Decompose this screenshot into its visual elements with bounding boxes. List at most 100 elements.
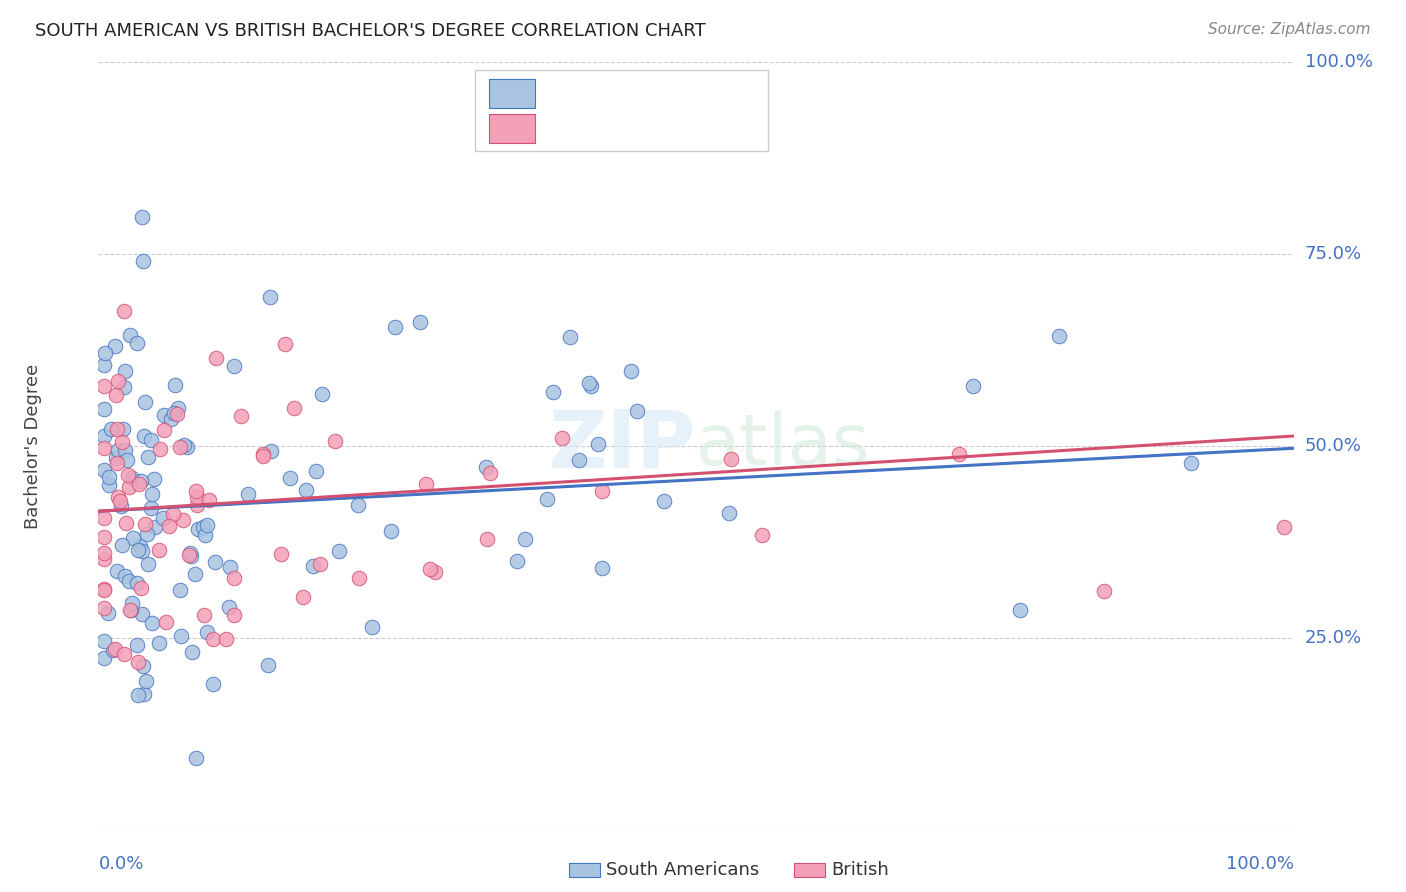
Point — [260, 443, 283, 458]
Point — [93, 582, 115, 596]
Point — [134, 429, 156, 443]
Point — [127, 656, 149, 670]
Text: 70: 70 — [702, 120, 724, 137]
Point — [135, 526, 157, 541]
Point — [169, 440, 191, 454]
Text: N =: N = — [654, 85, 695, 103]
Point — [361, 620, 384, 634]
Point — [93, 600, 115, 615]
Text: SOUTH AMERICAN VS BRITISH BACHELOR'S DEGREE CORRELATION CHART: SOUTH AMERICAN VS BRITISH BACHELOR'S DEG… — [35, 22, 706, 40]
Point — [176, 440, 198, 454]
Point — [186, 490, 208, 504]
Point — [153, 408, 176, 422]
Point — [107, 443, 129, 458]
Text: Source: ZipAtlas.com: Source: ZipAtlas.com — [1208, 22, 1371, 37]
Point — [1008, 603, 1031, 617]
Point — [115, 452, 138, 467]
Point — [218, 600, 240, 615]
Text: 25.0%: 25.0% — [1305, 629, 1362, 647]
Text: South Americans: South Americans — [606, 861, 759, 879]
Text: 116: 116 — [702, 85, 737, 103]
Text: N =: N = — [654, 120, 695, 137]
Text: 75.0%: 75.0% — [1305, 245, 1362, 263]
Text: Bachelor's Degree: Bachelor's Degree — [24, 363, 42, 529]
Point — [117, 468, 139, 483]
Point — [93, 582, 115, 597]
Point — [173, 438, 195, 452]
Point — [141, 433, 163, 447]
Point — [165, 378, 187, 392]
Point — [558, 330, 581, 344]
Point — [125, 336, 148, 351]
Point — [141, 615, 163, 630]
Point — [163, 406, 186, 420]
Point — [131, 544, 153, 558]
Point — [132, 659, 155, 673]
Point — [98, 470, 121, 484]
Point — [105, 388, 128, 402]
Point — [155, 615, 177, 629]
Point — [194, 528, 217, 542]
Point — [304, 464, 326, 478]
Point — [280, 470, 302, 484]
Point — [121, 470, 143, 484]
Point — [136, 450, 159, 464]
Point — [193, 607, 215, 622]
Point — [131, 581, 153, 595]
Point — [112, 647, 135, 661]
Point — [125, 638, 148, 652]
Point — [259, 290, 281, 304]
Point — [170, 629, 193, 643]
Point — [114, 443, 136, 458]
Point — [384, 320, 406, 334]
Text: R =: R = — [547, 120, 585, 137]
Point — [166, 401, 188, 415]
Point — [186, 498, 208, 512]
Point — [105, 457, 128, 471]
Point — [236, 487, 259, 501]
Text: 0.145: 0.145 — [595, 85, 645, 103]
Point — [127, 688, 149, 702]
Point — [197, 493, 219, 508]
Point — [380, 524, 402, 538]
Point — [652, 494, 675, 508]
Point — [128, 477, 150, 491]
Point — [474, 460, 496, 475]
Text: atlas: atlas — [696, 411, 870, 481]
Point — [110, 538, 132, 552]
Point — [121, 596, 143, 610]
Point — [172, 513, 194, 527]
Point — [578, 376, 600, 391]
FancyBboxPatch shape — [489, 114, 534, 143]
Point — [205, 351, 228, 365]
Point — [201, 677, 224, 691]
Point — [204, 555, 226, 569]
Point — [962, 379, 984, 393]
Point — [568, 453, 591, 467]
Point — [97, 606, 120, 620]
Point — [149, 442, 172, 456]
Point — [347, 571, 370, 585]
Point — [93, 441, 115, 455]
Point — [93, 358, 115, 372]
Point — [579, 379, 602, 393]
Point — [131, 211, 153, 225]
Point — [93, 633, 115, 648]
Point — [114, 568, 136, 582]
Point — [134, 517, 156, 532]
Point — [166, 407, 188, 421]
Point — [224, 608, 246, 623]
Point — [184, 750, 207, 764]
Point — [1092, 584, 1115, 599]
Point — [93, 429, 115, 443]
Point — [142, 472, 165, 486]
Point — [93, 401, 115, 416]
Point — [141, 487, 163, 501]
Point — [184, 567, 207, 582]
Point — [541, 385, 564, 400]
Point — [148, 543, 170, 558]
Point — [252, 449, 274, 463]
Point — [720, 452, 742, 467]
Point — [104, 339, 127, 353]
Point — [162, 508, 184, 522]
